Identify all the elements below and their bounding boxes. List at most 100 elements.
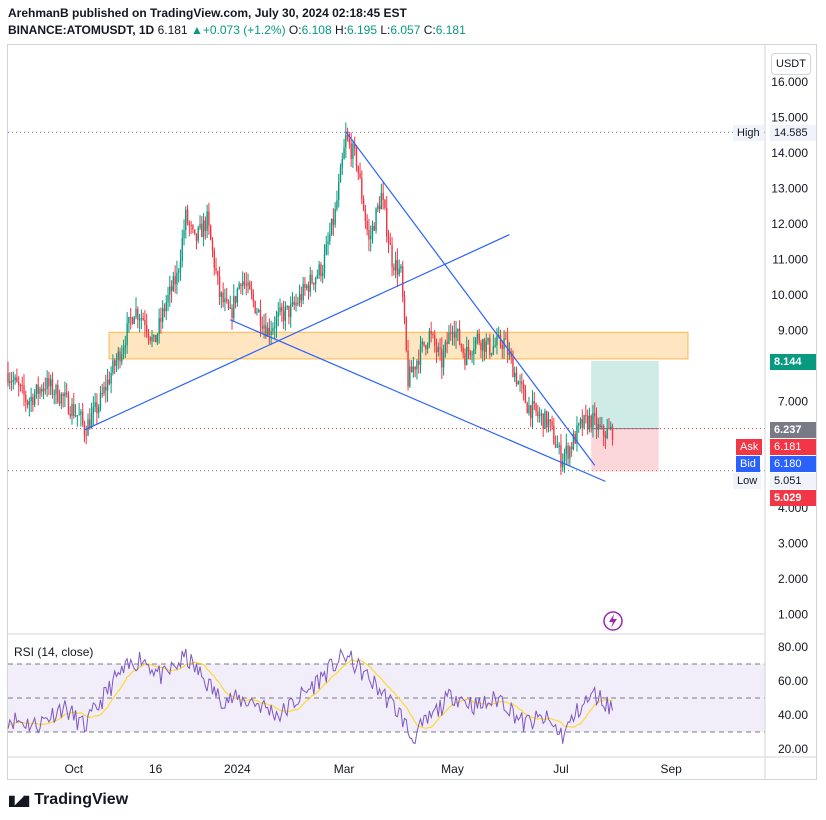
candle-body [78,414,80,416]
candle-body [435,345,438,353]
candle-body [193,229,196,234]
price-tick-label: 12.000 [771,217,808,231]
candle-body [293,302,295,306]
candle-body [418,360,420,365]
rsi-title: RSI (14, close) [14,645,94,659]
candle-body [528,405,530,414]
candle-body [62,393,64,397]
high-label: H: [334,23,347,37]
candle-body [378,205,381,210]
close-label: C: [423,23,436,37]
candle-body [560,445,562,468]
candle-body [23,385,25,395]
time-tick-label: May [441,762,464,776]
candle-body [217,271,219,277]
candle-body [441,349,443,368]
candle-body [149,337,151,342]
candle-body [19,385,22,387]
price-tick-label: 2.000 [778,572,808,586]
candle-body [530,405,532,419]
candle-body [562,460,564,468]
candle-body [90,413,93,429]
candle-body [121,354,123,362]
candle-body [338,182,340,201]
candle-body [231,307,233,319]
candle-body [451,332,454,334]
currency-button[interactable]: USDT [771,53,811,75]
candle-body [432,333,434,336]
candle-body [229,307,231,309]
candle-body [402,266,404,297]
price-tick-label: 16.000 [771,75,808,89]
candle-body [414,366,416,370]
candle-body [359,173,361,178]
candle-body [604,435,607,439]
candle-body [512,357,514,378]
candle-body [195,233,198,241]
bid-tag-value: 6.180 [770,456,816,472]
candle-body [53,394,55,396]
time-tick-label: Sep [661,762,683,776]
candle-body [508,352,511,355]
candle-body [144,320,146,326]
candle-body [535,403,537,412]
candle-body [291,302,294,305]
candle-body [222,292,224,303]
symbol-name[interactable]: BINANCE:ATOMUSDT, 1D [8,23,155,37]
candle-body [373,225,375,231]
candle-body [482,339,484,351]
publisher-line: ArehmanB published on TradingView.com, J… [8,6,407,20]
candle-body [279,307,281,313]
candle-body [218,276,221,297]
candle-body [220,292,223,297]
candle-body [583,415,585,428]
candle-body [599,424,601,428]
candle-body [327,241,329,245]
rsi-tick-label: 60.00 [778,674,808,688]
candle-body [546,411,548,428]
candle-body [490,353,493,355]
price-tick-label: 7.000 [778,395,808,409]
candle-body [302,284,304,301]
candle-body [94,402,96,407]
candle-body [405,317,407,351]
candle-body [517,381,519,385]
candle-body [236,289,239,303]
candle-body [268,327,271,335]
candle-body [284,307,287,321]
candle-body [306,285,308,288]
candle-body [112,360,114,374]
candle-body [21,385,23,387]
lightning-icon[interactable] [603,611,623,631]
candle-body [85,435,87,437]
candle-body [186,209,189,224]
candle-body [318,264,320,276]
candle-body [462,347,464,354]
candle-body [339,167,342,183]
candle-body [188,223,191,226]
candle-body [41,388,43,392]
candle-body [227,301,230,309]
time-tick-label: Mar [334,762,355,776]
candle-body [567,445,569,459]
candle-body [355,147,358,166]
candle-body [533,401,535,404]
candle-body [375,208,377,231]
candle-body [314,277,317,285]
footer-brand[interactable]: ▮◢▮ TradingView [8,791,128,809]
candle-body [569,446,571,459]
low-tag-label: Low [733,473,762,489]
candle-body [160,318,162,322]
candle-body [32,396,34,405]
candle-body [257,310,260,313]
candle-body [165,302,167,312]
candle-body [531,401,534,419]
candle-body [487,338,489,342]
candle-body [290,304,292,318]
candle-body [391,244,393,268]
candle-body [307,285,310,292]
candle-body [588,415,591,430]
candle-body [409,366,411,387]
price-tick-label: 13.000 [771,182,808,196]
